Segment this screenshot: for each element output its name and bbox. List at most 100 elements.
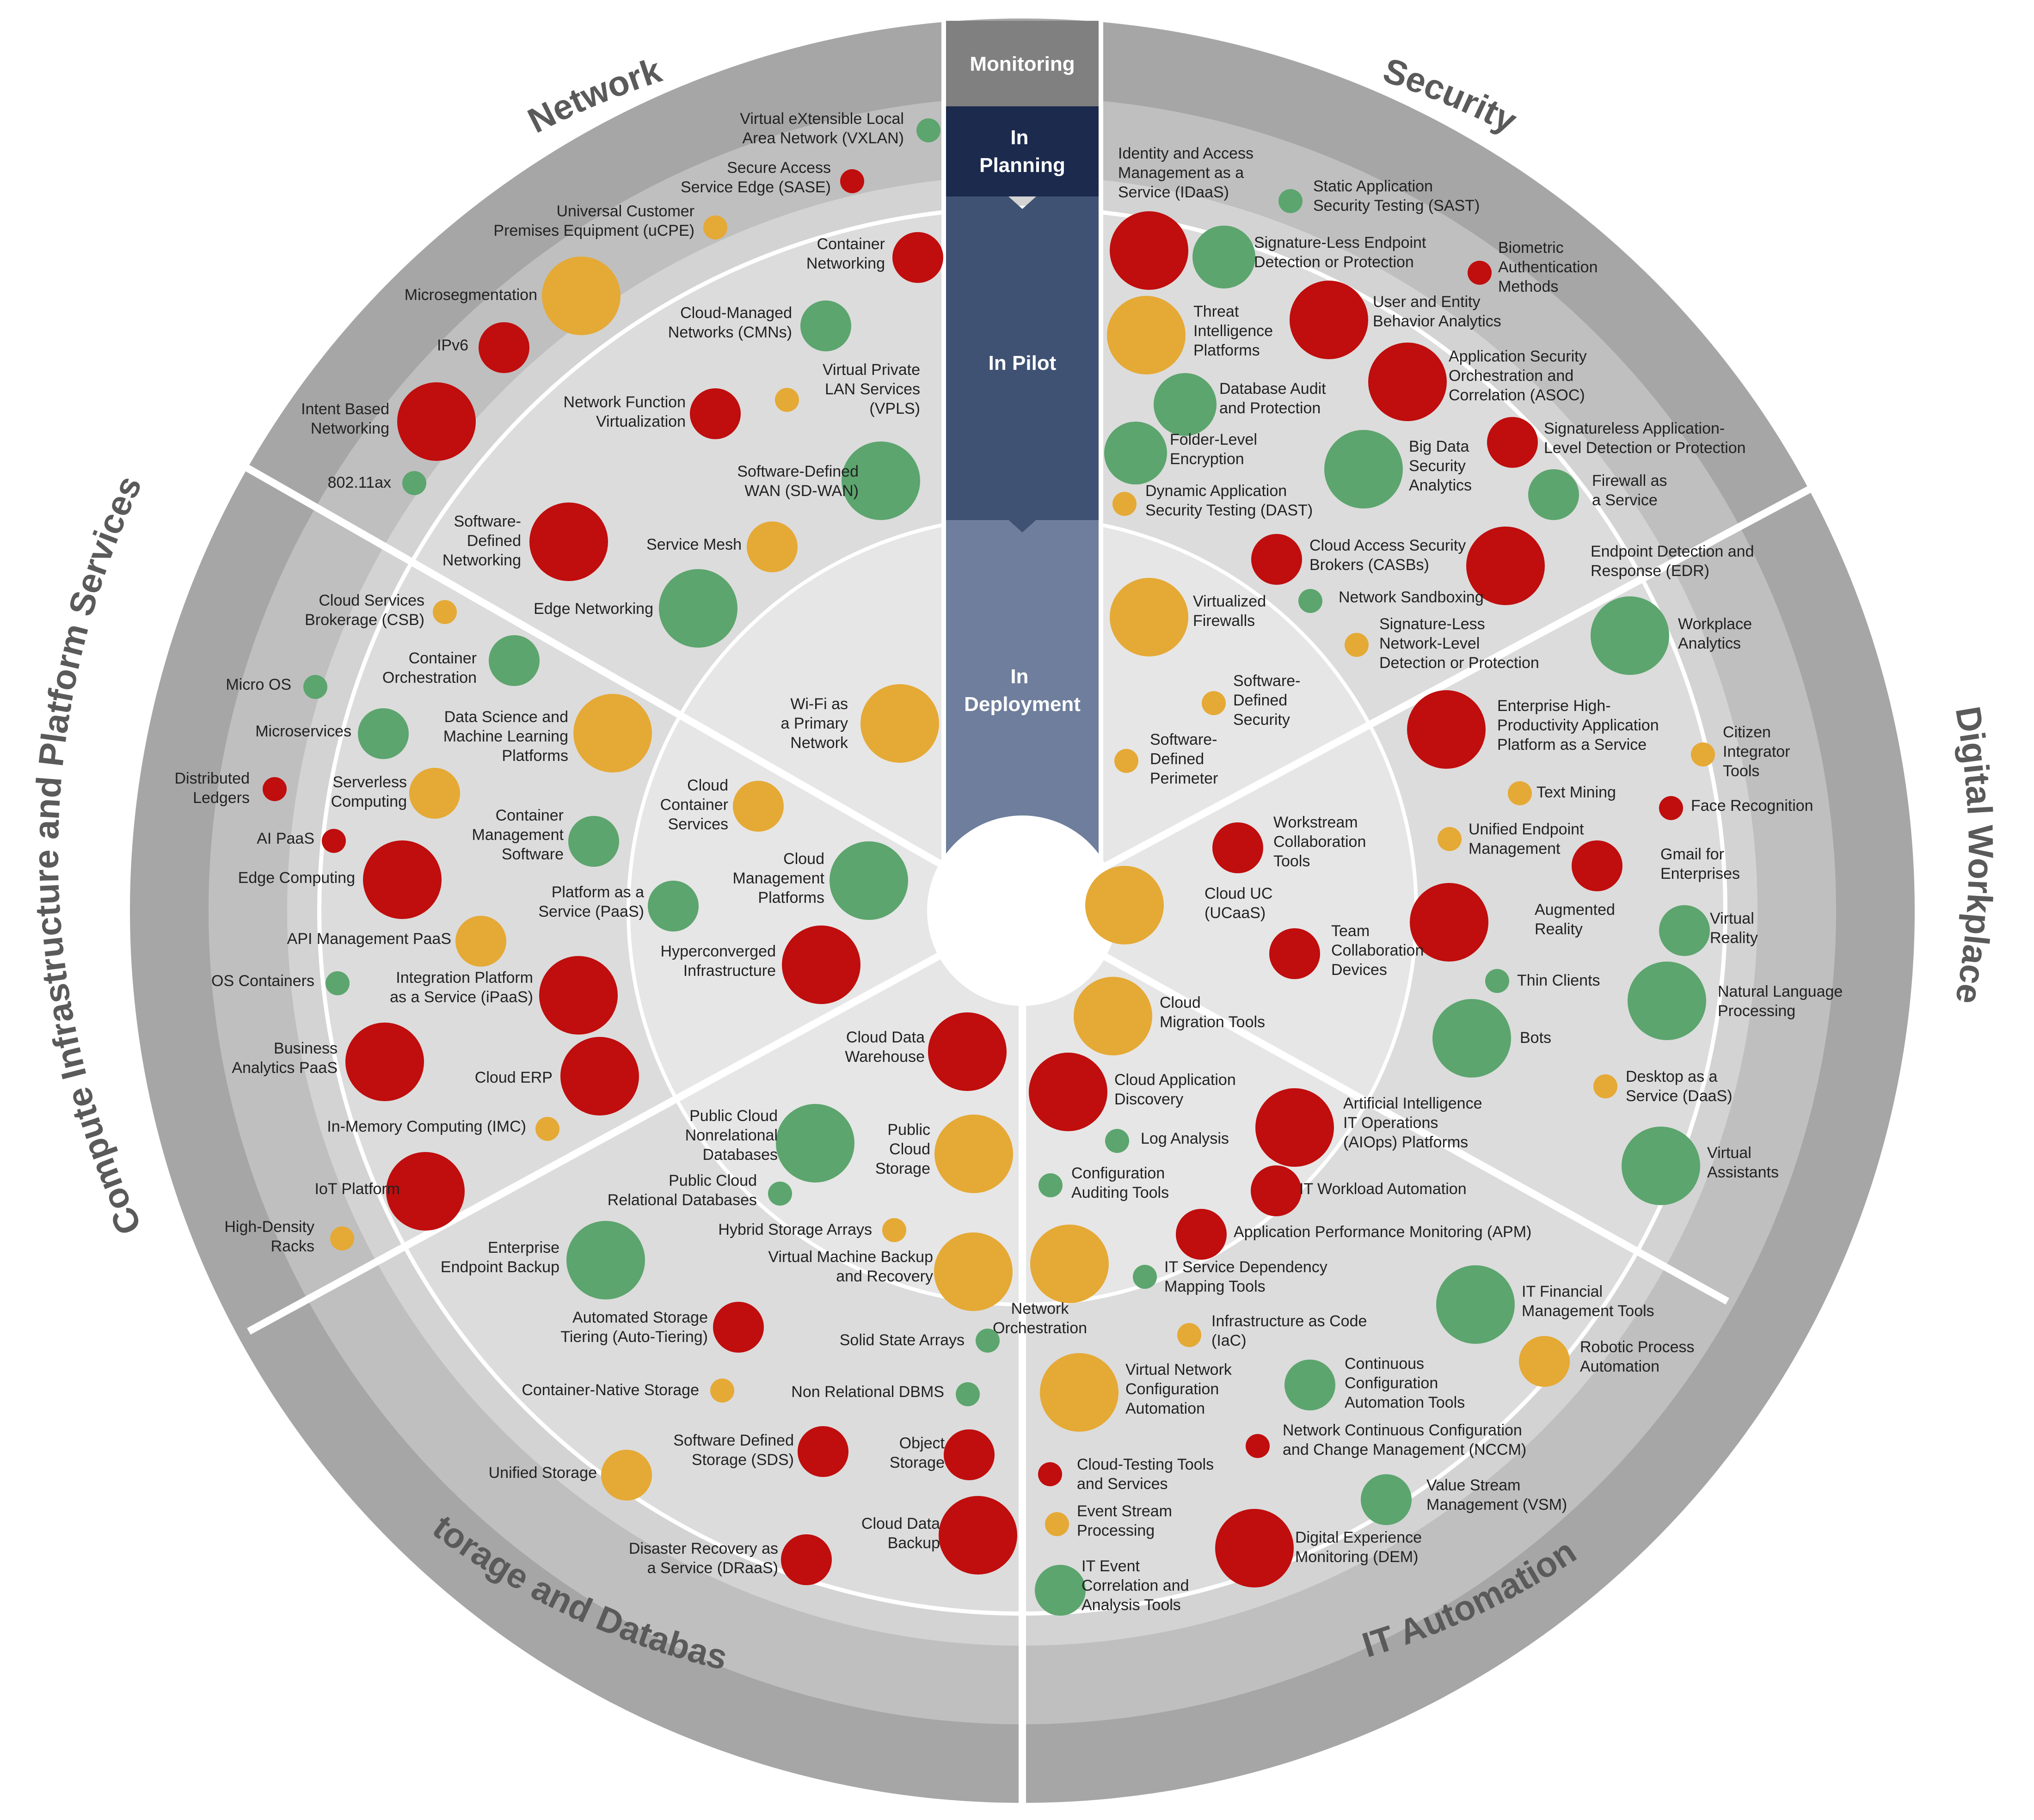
tech-bubble: Public Cloud Relational Databases	[608, 1172, 792, 1209]
bubble-label: Augmented Reality	[1535, 901, 1615, 938]
tech-bubble: Gmail for Enterprises	[1572, 840, 1740, 891]
tech-bubble: IT Financial Management Tools	[1436, 1265, 1654, 1344]
bubble-marker	[529, 502, 608, 581]
bubble-marker	[1269, 928, 1320, 979]
tech-bubble: Continuous Configuration Automation Tools	[1284, 1355, 1465, 1411]
bubble-marker	[1038, 1462, 1062, 1486]
tech-bubble: Artificial Intelligence IT Operations (AIO…	[1255, 1088, 1482, 1167]
bubble-marker	[768, 1182, 792, 1206]
bubble-marker	[1278, 189, 1303, 213]
tech-bubble: Application Security Orchestration and Cor…	[1368, 343, 1587, 421]
bubble-label: Software-Defined Networking	[442, 513, 521, 569]
tech-bubble: Citizen Integrator Tools	[1691, 723, 1790, 780]
bubble-label: Workplace Analytics	[1678, 615, 1752, 652]
bubble-marker	[776, 1104, 854, 1183]
bubble-marker	[1345, 633, 1369, 657]
tech-bubble: Virtualized Firewalls	[1110, 578, 1266, 656]
bubble-label: Team Collaboration Devices	[1331, 922, 1424, 979]
tech-bubble: Enterprise Endpoint Backup	[441, 1221, 645, 1299]
bubble-marker	[489, 635, 540, 686]
bubble-marker	[1035, 1565, 1086, 1616]
bubble-marker	[830, 841, 908, 920]
bubble-marker	[1528, 469, 1579, 520]
bubble-marker	[1112, 492, 1137, 516]
bubble-label: Folder-Level Encryption	[1170, 431, 1257, 468]
bubble-marker	[1177, 1323, 1201, 1347]
bubble-marker	[330, 1226, 354, 1250]
bubble-label: Endpoint Detection and Response (EDR)	[1591, 543, 1754, 580]
tech-bubble: User and Entity Behavior Analytics	[1290, 281, 1501, 359]
bubble-marker	[1110, 211, 1188, 290]
tech-bubble: Solid State Arrays	[840, 1329, 1000, 1353]
tech-bubble: API Management PaaS	[287, 916, 506, 967]
bubble-label: Workstream Collaboration Tools	[1273, 814, 1366, 870]
tech-bubble: Universal Customer Premises Equipment (uC…	[493, 202, 727, 239]
bubble-label: Virtual Machine Backup and Recovery	[768, 1248, 933, 1285]
tech-bubble: IoT Platform	[314, 1152, 465, 1231]
tech-bubble: Firewall as a Service	[1528, 469, 1667, 520]
tech-bubble: Container-Native Storage	[522, 1379, 734, 1403]
bubble-label: Serverless Computing	[331, 773, 407, 810]
bubble-marker	[976, 1329, 1000, 1353]
bubble-marker	[944, 1429, 995, 1480]
bubble-marker	[1487, 417, 1538, 468]
bubble-label: Hybrid Storage Arrays	[718, 1221, 872, 1238]
bubble-label: Intent Based Networking	[301, 400, 389, 437]
tech-bubble: Natural Language Processing	[1628, 962, 1843, 1040]
tech-bubble: AI PaaS	[257, 829, 346, 853]
tech-bubble: Cloud-Managed Networks (CMNs)	[668, 300, 851, 351]
tech-bubble: Cloud Application Discovery	[1029, 1053, 1236, 1131]
bubble-label: Desktop as a Service (DaaS)	[1626, 1068, 1733, 1105]
bubble-label: Cloud-Managed Networks (CMNs)	[668, 304, 792, 341]
tech-bubble: Software-Defined Networking	[442, 502, 608, 581]
bubble-marker	[263, 777, 287, 801]
bubble-label: IT Financial Management Tools	[1522, 1283, 1654, 1320]
bubble-label: Microsegmentation	[405, 286, 537, 304]
bubble-label: Wi-Fi as a Primary Network	[781, 695, 848, 752]
bubble-marker	[1255, 1088, 1334, 1167]
tech-bubble: Network Continuous Configuration and Chan…	[1246, 1422, 1526, 1458]
segment-digital-workplace-label: Digital Workplace	[1948, 704, 2001, 1007]
tech-bubble: Signatureless Application-Level Detectio…	[1487, 417, 1746, 468]
bubble-label: Hyperconverged Infrastructure	[661, 943, 776, 980]
tech-bubble: Integration Platform as a Service (iPaaS)	[390, 956, 618, 1035]
tech-bubble: Signature-Less Endpoint Detection or Prot…	[1192, 226, 1426, 288]
tech-bubble: Robotic Process Automation	[1519, 1336, 1695, 1387]
bubble-label: Unified Storage	[489, 1464, 597, 1482]
bubble-label: Network Sandboxing	[1339, 588, 1484, 606]
bubble-marker	[1085, 866, 1164, 944]
tech-bubble: Public Cloud Nonrelational Databases	[685, 1104, 854, 1183]
bubble-marker	[1030, 1225, 1109, 1303]
bubble-marker	[1519, 1336, 1570, 1387]
bubble-marker	[782, 925, 860, 1004]
bubble-marker	[928, 1012, 1007, 1091]
bubble-marker	[956, 1382, 980, 1406]
bubble-marker	[1192, 226, 1255, 288]
tech-bubble: Static Application Security Testing (SAST…	[1278, 178, 1480, 214]
tech-bubble: Workstream Collaboration Tools	[1212, 814, 1366, 873]
bubble-label: Cloud Management Platforms	[733, 850, 825, 907]
tech-bubble: Cloud Services Brokerage (CSB)	[305, 592, 457, 629]
tech-bubble: Unified Storage	[489, 1450, 652, 1501]
bubble-label: Virtual Assistants	[1707, 1144, 1779, 1181]
tech-bubble: IT Service Dependency Mapping Tools	[1133, 1258, 1327, 1295]
bubble-label: Virtual Reality	[1710, 910, 1758, 947]
bubble-label: In-Memory Computing (IMC)	[327, 1118, 526, 1135]
bubble-label: Cloud Access Security Brokers (CASBs)	[1309, 537, 1466, 574]
bubble-marker	[397, 382, 476, 461]
stage-planning-bar	[944, 106, 1101, 196]
bubble-marker	[934, 1232, 1013, 1311]
bubble-marker	[1212, 822, 1263, 873]
tech-bubble: Disaster Recovery as a Service (DRaaS)	[629, 1534, 832, 1585]
segment-dividers	[240, 436, 1904, 1805]
tech-bubble: Software-Defined WAN (SD-WAN)	[737, 441, 920, 520]
bubble-label: Data Science and Machine Learning Platform…	[443, 708, 568, 765]
tech-bubble: Signature-Less Network-Level Detection or …	[1345, 615, 1539, 672]
bubble-label: Edge Networking	[534, 600, 653, 618]
tech-bubble: Object Storage	[890, 1429, 995, 1480]
bubble-marker	[1110, 578, 1188, 656]
tech-bubble: Automated Storage Tiering (Auto-Tiering)	[560, 1302, 764, 1353]
bubble-marker	[1572, 840, 1622, 891]
tech-bubble: Software-Defined Perimeter	[1114, 731, 1218, 787]
bubble-label: Network Orchestration	[993, 1300, 1087, 1337]
